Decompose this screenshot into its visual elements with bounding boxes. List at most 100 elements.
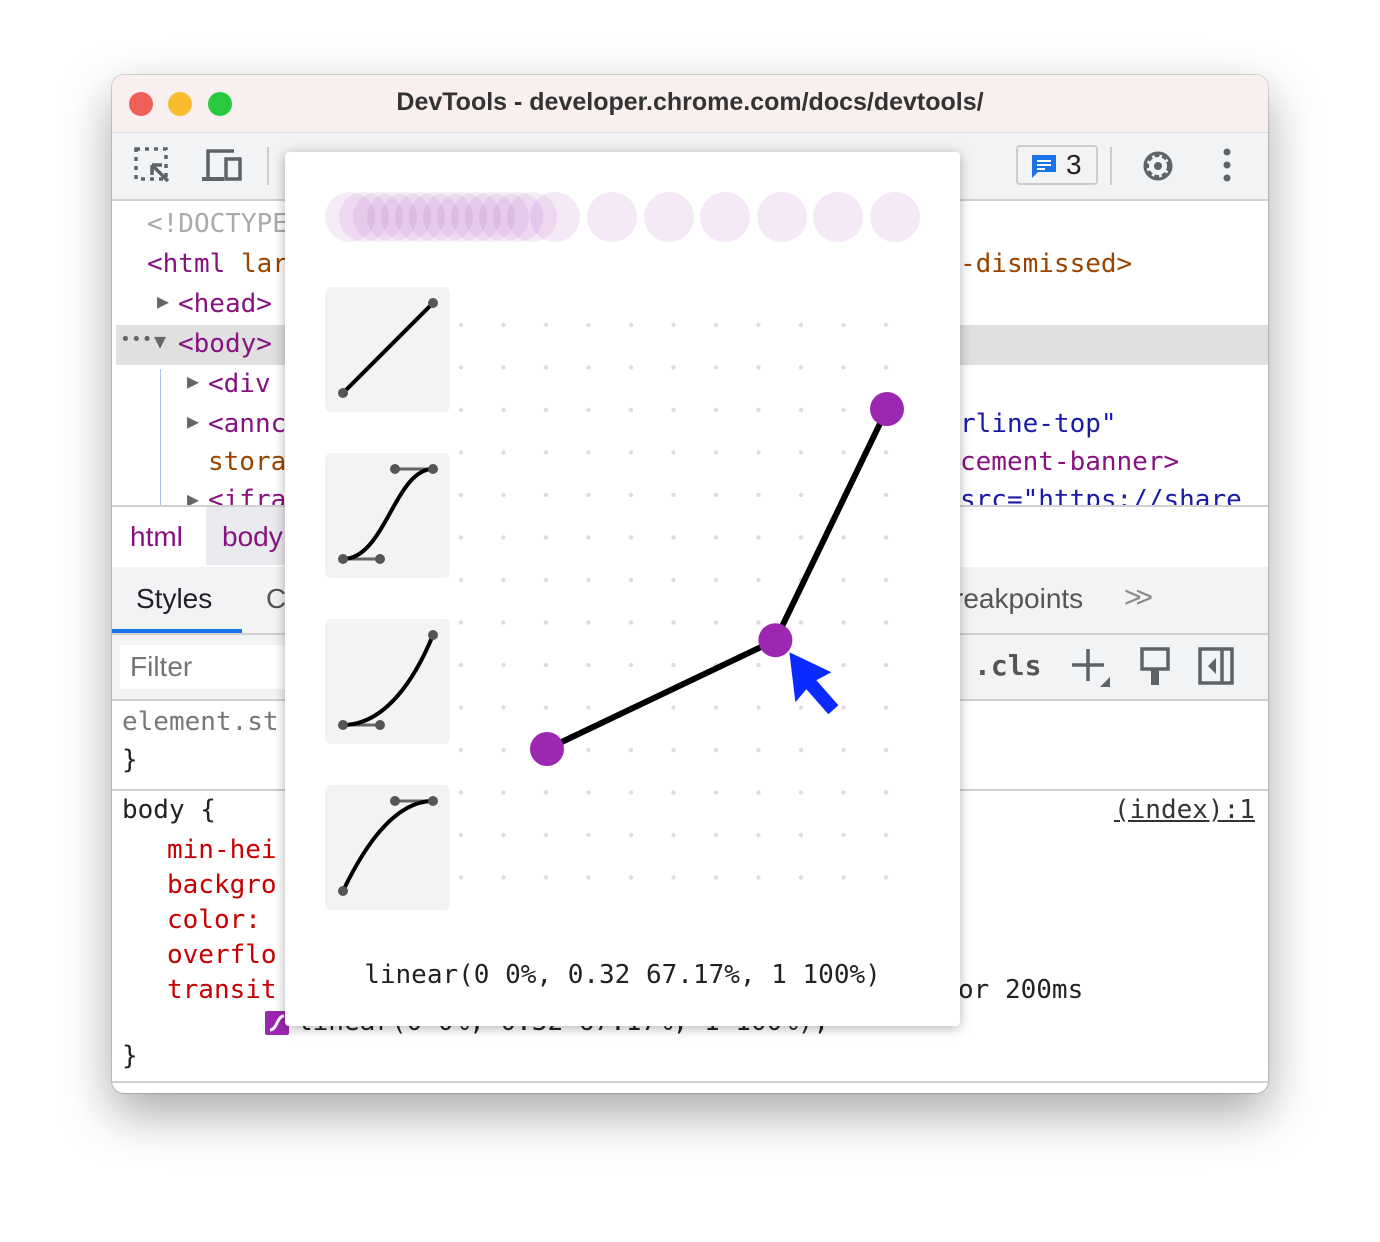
preview-ghost-dot — [757, 192, 807, 242]
grid-dot — [543, 620, 549, 625]
zoom-window-button[interactable] — [208, 92, 232, 116]
preset-linear[interactable] — [325, 287, 450, 412]
grid-dot — [841, 535, 846, 540]
tab-styles[interactable]: Styles — [136, 583, 213, 614]
doctype-node[interactable]: <!DOCTYPE — [147, 209, 288, 239]
control-point-0[interactable] — [530, 732, 564, 766]
grid-dot — [841, 365, 846, 370]
linear-easing-graph[interactable] — [285, 152, 960, 932]
breadcrumb-body[interactable]: body — [206, 507, 299, 565]
grid-dot — [543, 450, 549, 455]
node-actions-dots[interactable]: ••• — [120, 329, 153, 350]
grid-dot — [543, 535, 549, 540]
grid-dot — [458, 705, 464, 710]
html-node[interactable]: <html lar — [147, 249, 288, 279]
grid-dot — [501, 492, 506, 498]
easing-editor-popover: linear(0 0%, 0.32 67.17%, 1 100%) — [285, 152, 960, 1026]
preview-ghost-dot — [479, 192, 529, 242]
preview-ghost-dot — [367, 192, 417, 242]
property-min-height[interactable]: min-hei — [167, 835, 277, 865]
announcement-node[interactable]: <annc — [208, 409, 287, 439]
preset-ease-in[interactable] — [325, 619, 450, 744]
grid-dot — [501, 662, 506, 668]
grid-dot — [671, 407, 676, 413]
iframe-node[interactable]: <ifra — [208, 487, 287, 505]
grid-dot — [841, 832, 846, 838]
preset-curve-icon — [338, 630, 438, 730]
close-window-button[interactable] — [129, 92, 153, 116]
expand-div-icon[interactable]: ▶ — [187, 369, 200, 393]
tab-breakpoints[interactable]: reakpoints — [954, 583, 1084, 614]
more-vert-icon[interactable] — [1220, 147, 1234, 185]
collapse-body-icon[interactable]: ▼ — [154, 329, 167, 353]
tree-guide-line — [160, 369, 161, 505]
preview-ghost-dot — [530, 192, 580, 242]
source-link[interactable]: (index):1 — [1114, 795, 1255, 825]
expand-iframe-icon[interactable]: ▶ — [187, 487, 200, 505]
body-selector: body { — [122, 795, 216, 825]
more-tabs-chevron-icon[interactable]: >> — [1124, 581, 1153, 614]
grid-dot — [883, 577, 889, 583]
grid-dot — [586, 492, 591, 498]
issues-count: 3 — [1066, 149, 1082, 180]
grid-dot — [756, 450, 761, 455]
property-color[interactable]: color: — [167, 905, 261, 935]
grid-dot — [756, 747, 761, 753]
class-toggle-button[interactable]: .cls — [974, 649, 1042, 682]
filter-input[interactable] — [120, 645, 302, 689]
preset-ease-in-out[interactable] — [325, 453, 450, 578]
new-style-rule-icon[interactable] — [1070, 647, 1112, 689]
breadcrumb-html[interactable]: html — [130, 521, 183, 552]
grid-dot — [883, 492, 889, 498]
grid-dot — [628, 832, 634, 838]
settings-icon[interactable] — [1138, 146, 1178, 186]
grid-dot — [628, 535, 634, 540]
grid-dot — [883, 832, 889, 838]
preset-ease-out[interactable] — [325, 785, 450, 910]
control-point-1[interactable] — [758, 623, 793, 658]
issues-button[interactable]: 3 — [1016, 145, 1098, 185]
tab-computed[interactable]: C — [266, 583, 287, 614]
minimize-window-button[interactable] — [168, 92, 192, 116]
grid-dot — [628, 790, 634, 795]
window-title: DevTools - developer.chrome.com/docs/dev… — [396, 88, 984, 116]
property-transition[interactable]: transit — [167, 975, 277, 1005]
head-node[interactable]: <head> — [178, 289, 272, 319]
expand-announcement-icon[interactable]: ▶ — [187, 409, 200, 433]
paint-brush-icon[interactable] — [1140, 647, 1172, 689]
grid-dot — [713, 620, 719, 625]
device-toolbar-icon[interactable] — [202, 147, 246, 185]
animation-preview[interactable] — [285, 152, 960, 272]
body-node[interactable]: <body> — [178, 329, 272, 359]
grid-dot — [713, 535, 719, 540]
grid-dot — [798, 620, 804, 625]
grid-dot — [543, 365, 549, 370]
iframe-src-tail: src="https://share — [960, 487, 1242, 505]
grid-dot — [883, 790, 889, 795]
grid-dot — [628, 662, 634, 668]
property-background[interactable]: backgro — [167, 870, 277, 900]
grid-dot — [628, 875, 634, 880]
div-node[interactable]: <div — [208, 369, 271, 399]
grid-dot — [713, 322, 719, 328]
grid-dot — [798, 705, 804, 710]
grid-dot — [501, 875, 506, 880]
control-point-2[interactable] — [870, 392, 904, 426]
inspect-element-icon[interactable] — [134, 147, 172, 185]
element-style-selector: element.st — [122, 707, 279, 737]
announcement-attr: stora — [208, 447, 287, 477]
preview-ghost-dot — [437, 192, 487, 242]
toolbar-divider — [1110, 147, 1112, 185]
grid-dot — [501, 365, 506, 370]
grid-dot — [628, 407, 634, 413]
toggle-sidebar-icon[interactable] — [1198, 647, 1236, 687]
grid-dot — [841, 322, 846, 328]
grid-dot — [586, 875, 591, 880]
issues-icon — [1032, 155, 1056, 178]
grid-dot — [713, 790, 719, 795]
grid-dot — [671, 875, 676, 880]
expand-head-icon[interactable]: ▶ — [157, 289, 170, 313]
grid-dot — [756, 662, 761, 668]
property-overflow[interactable]: overflo — [167, 940, 277, 970]
grid-dot — [713, 365, 719, 370]
